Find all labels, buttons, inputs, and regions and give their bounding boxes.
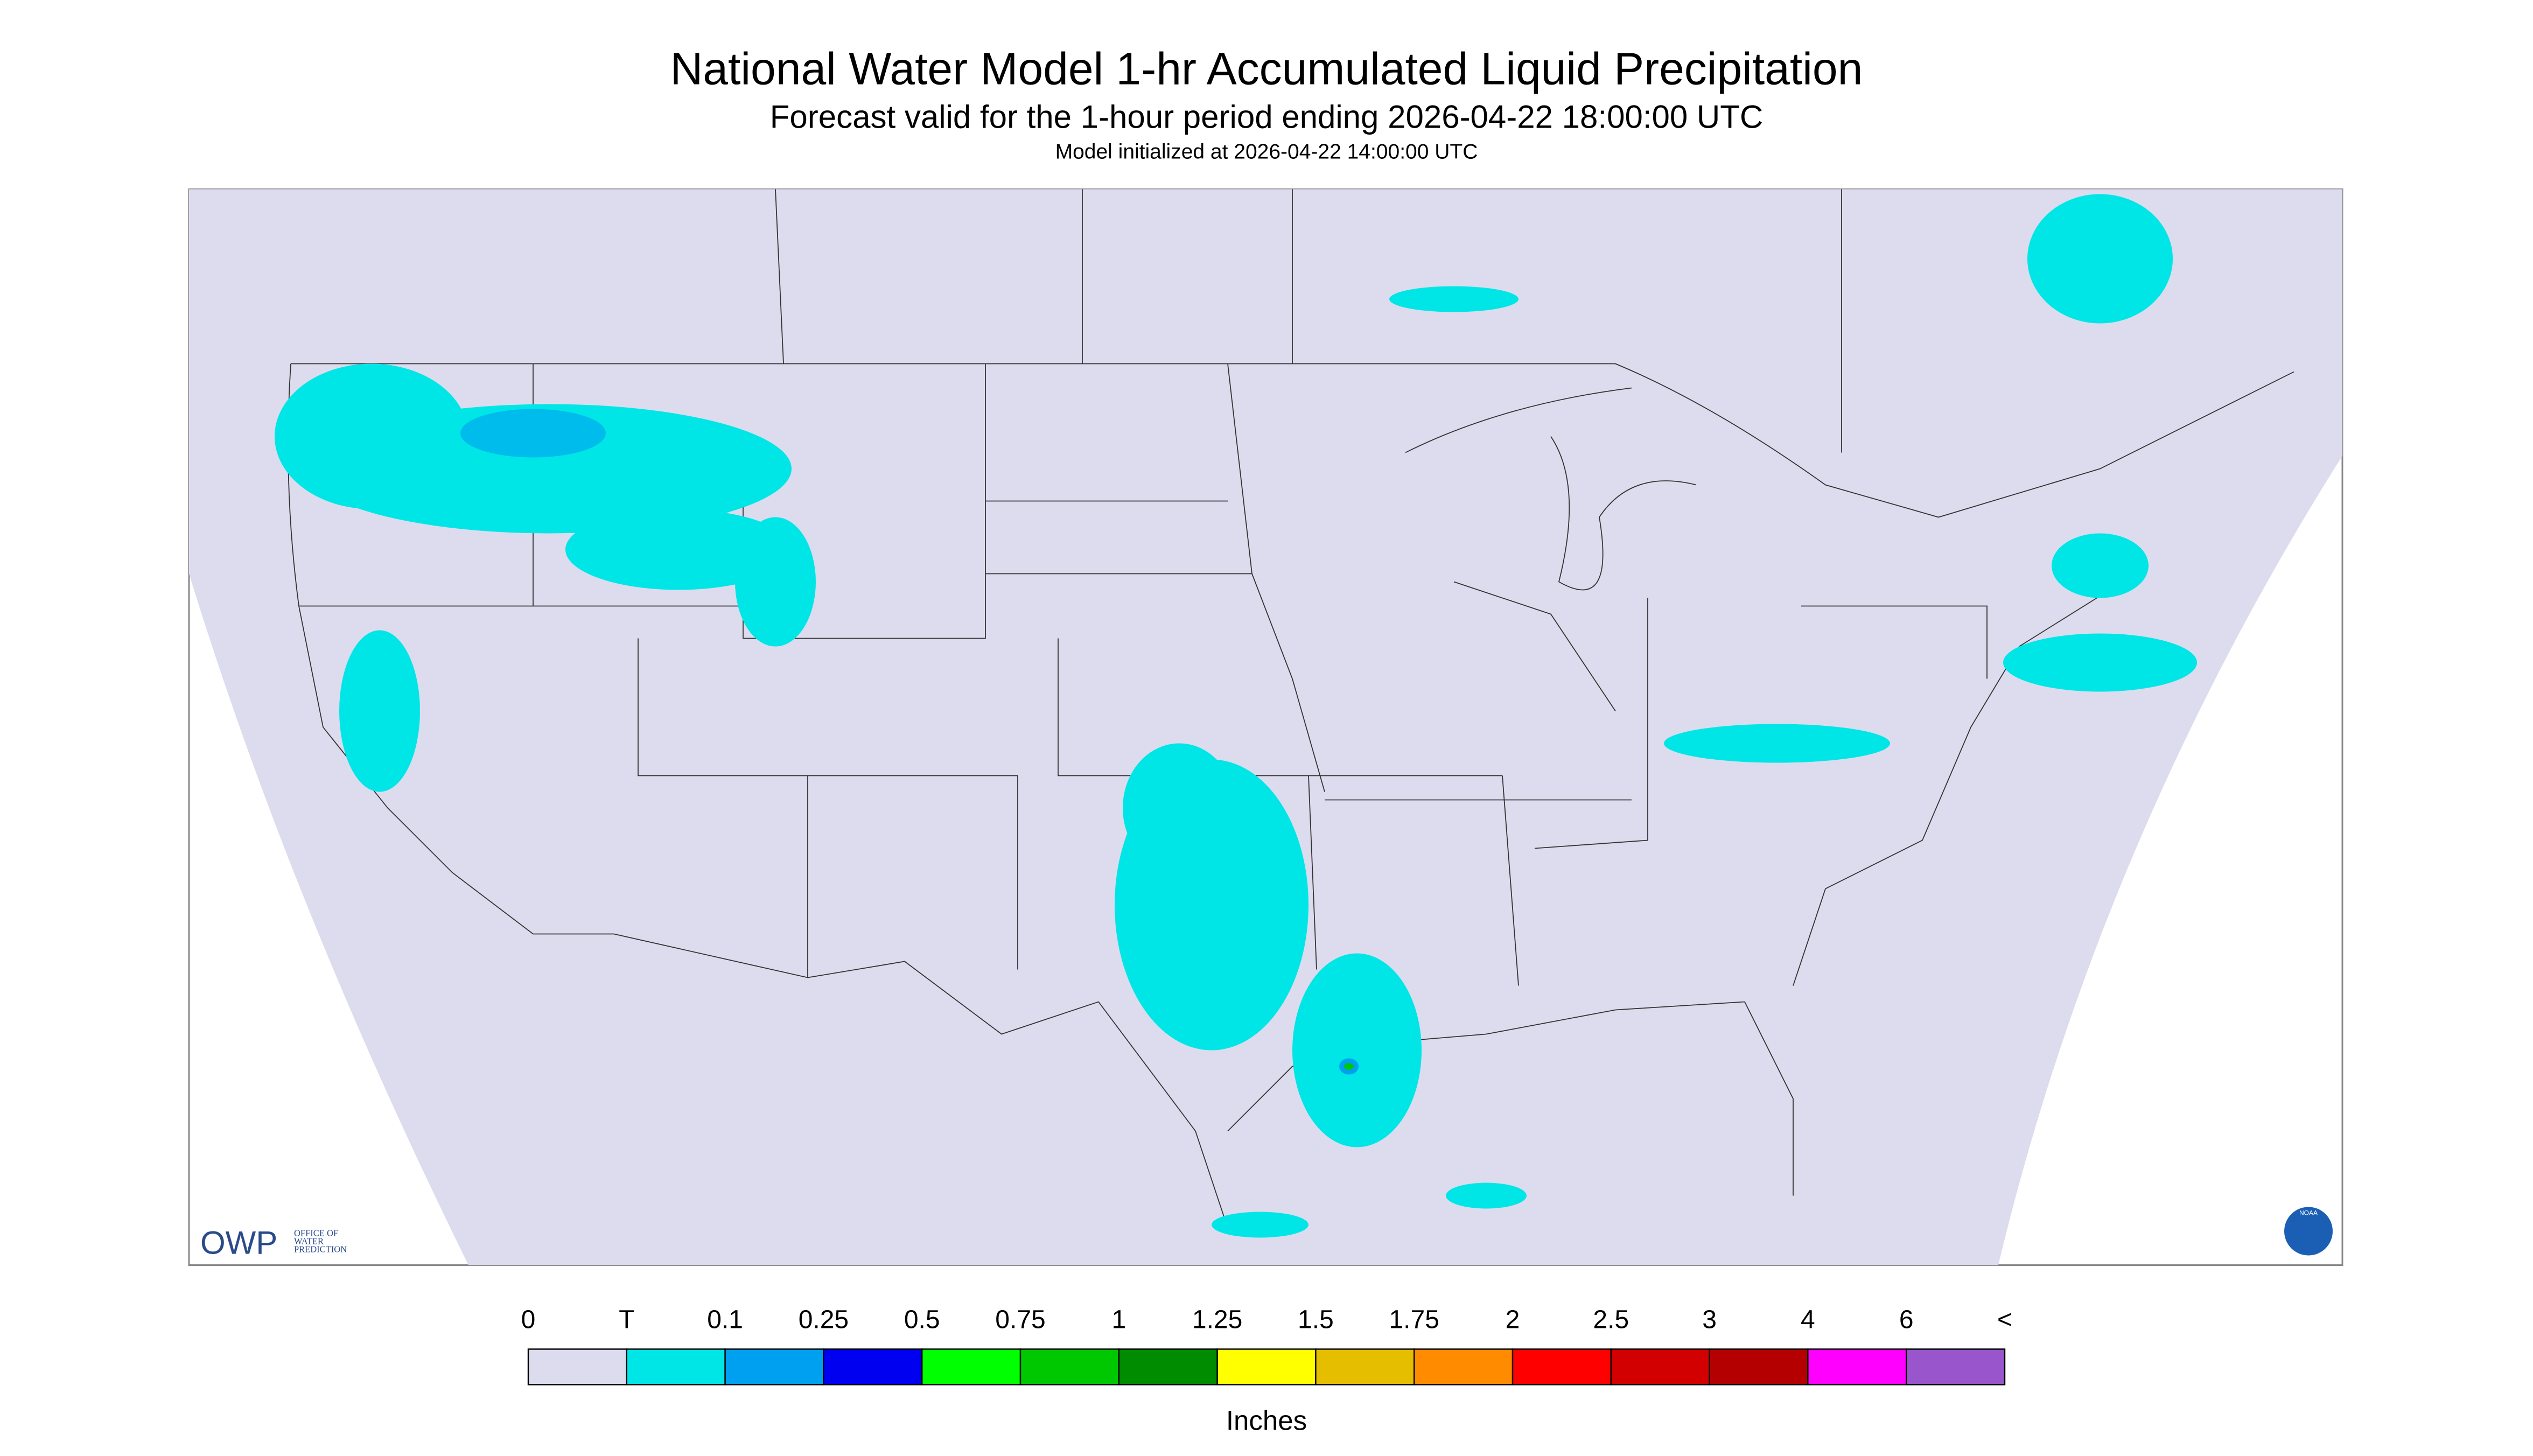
colorbar-swatch [1118, 1348, 1218, 1385]
noaa-logo [2284, 1207, 2333, 1256]
owp-logo-line: OFFICE OF [294, 1228, 338, 1238]
colorbar-label: 0.25 [799, 1306, 849, 1334]
colorbar-label: 0 [521, 1306, 536, 1334]
map-domain [189, 189, 2342, 1265]
colorbar-label: 6 [1899, 1306, 1914, 1334]
colorbar-swatch [921, 1348, 1021, 1385]
colorbar-swatch [1019, 1348, 1120, 1385]
init-time: Model initialized at 2026-04-22 14:00:00… [1055, 141, 1478, 164]
colorbar-label: 1 [1111, 1306, 1126, 1334]
colorbar-label: 0.5 [904, 1306, 940, 1334]
colorbar-label: 1.5 [1298, 1306, 1334, 1334]
precipitation [275, 194, 2197, 1238]
colorbar-swatch [1905, 1348, 2006, 1385]
colorbar-label: 0.1 [707, 1306, 743, 1334]
colorbar-swatch [823, 1348, 923, 1385]
title: National Water Model 1-hr Accumulated Li… [670, 44, 1863, 94]
colorbar-label: < [1997, 1306, 2012, 1334]
colorbar-swatch [1216, 1348, 1317, 1385]
colorbar-swatch [1610, 1348, 1710, 1385]
noaa-logo-text: NOAA [2299, 1209, 2318, 1217]
colorbar-swatch [1807, 1348, 1907, 1385]
colorbar-label: 2.5 [1593, 1306, 1629, 1334]
colorbar-label: 4 [1801, 1306, 1815, 1334]
subtitle: Forecast valid for the 1-hour period end… [770, 99, 1763, 135]
colorbar-label: T [619, 1306, 634, 1334]
colorbar-label: 3 [1702, 1306, 1717, 1334]
colorbar-swatch [724, 1348, 824, 1385]
colorbar-swatch [527, 1348, 628, 1385]
colorbar-swatch [626, 1348, 726, 1385]
colorbar: 0 T 0.1 0.25 0.5 0.75 1 1.25 1.5 1.75 2 2.5 3 4 6 < [521, 1306, 2012, 1385]
colorbar-units: Inches [1226, 1405, 1307, 1436]
owp-logo: OWP [200, 1225, 277, 1261]
colorbar-swatch [1414, 1348, 1514, 1385]
colorbar-swatch [1512, 1348, 1612, 1385]
colorbar-label: 0.75 [995, 1306, 1045, 1334]
colorbar-swatch [1709, 1348, 1809, 1385]
owp-logo-line: PREDICTION [294, 1244, 347, 1255]
colorbar-label: 1.75 [1389, 1306, 1439, 1334]
colorbar-label: 1.25 [1192, 1306, 1242, 1334]
colorbar-swatch [1315, 1348, 1415, 1385]
owp-logo-line: WATER [294, 1236, 324, 1247]
colorbar-label: 2 [1506, 1306, 1520, 1334]
